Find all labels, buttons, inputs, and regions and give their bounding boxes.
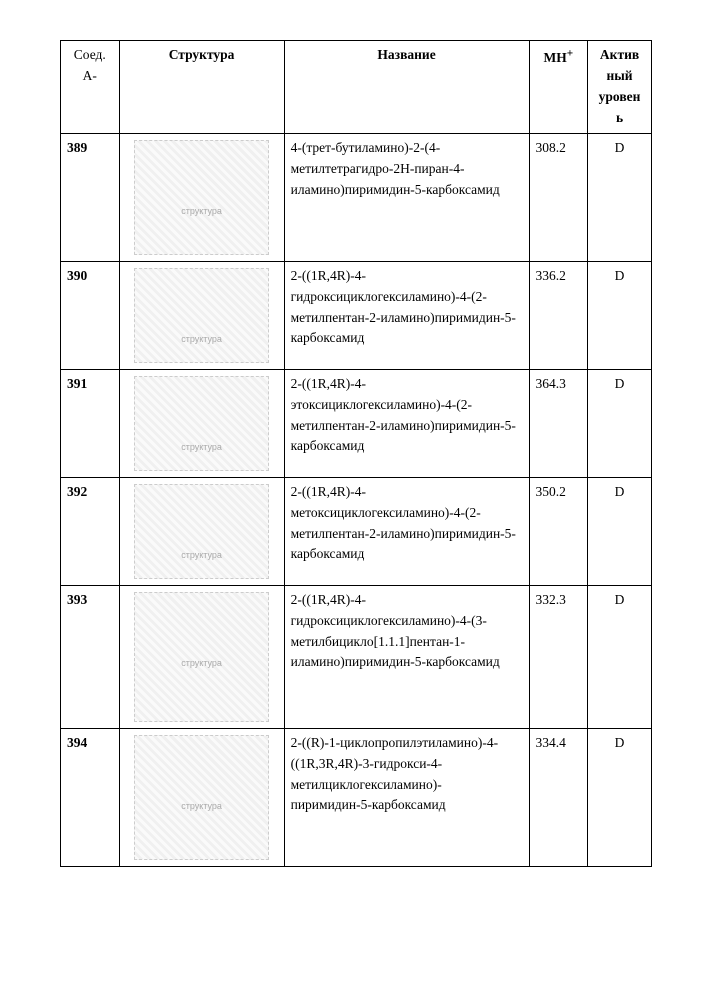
cell-name: 2-((R)-1-циклопропилэтиламино)-4-((1R,3R… xyxy=(284,728,529,866)
cell-structure: структура xyxy=(119,261,284,369)
structure-icon: структура xyxy=(134,376,269,471)
cell-structure: структура xyxy=(119,585,284,728)
col-activity-line3: уровен xyxy=(599,89,641,104)
cell-id: 394 xyxy=(61,728,120,866)
cell-activity: D xyxy=(588,477,652,585)
cell-structure: структура xyxy=(119,369,284,477)
cell-id: 389 xyxy=(61,133,120,261)
cell-mh: 332.3 xyxy=(529,585,588,728)
table-row: 392структура2-((1R,4R)-4-метоксициклогек… xyxy=(61,477,652,585)
table-row: 390структура2-((1R,4R)-4-гидроксициклоге… xyxy=(61,261,652,369)
table-header: Соед. А- Структура Название MH+ Актив ны… xyxy=(61,41,652,134)
cell-structure: структура xyxy=(119,728,284,866)
cell-activity: D xyxy=(588,585,652,728)
table-row: 393структура2-((1R,4R)-4-гидроксициклоге… xyxy=(61,585,652,728)
col-activity-line1: Актив xyxy=(600,47,639,62)
cell-activity: D xyxy=(588,369,652,477)
cell-activity: D xyxy=(588,261,652,369)
page: Соед. А- Структура Название MH+ Актив ны… xyxy=(0,0,707,907)
compound-table: Соед. А- Структура Название MH+ Актив ны… xyxy=(60,40,652,867)
cell-name: 4-(трет-бутиламино)-2-(4-метилтетрагидро… xyxy=(284,133,529,261)
cell-id: 390 xyxy=(61,261,120,369)
structure-icon: структура xyxy=(134,140,269,255)
cell-mh: 336.2 xyxy=(529,261,588,369)
cell-name: 2-((1R,4R)-4-гидроксициклогексиламино)-4… xyxy=(284,585,529,728)
cell-activity: D xyxy=(588,728,652,866)
cell-structure: структура xyxy=(119,133,284,261)
table-row: 391структура2-((1R,4R)-4-этоксициклогекс… xyxy=(61,369,652,477)
col-name-header: Название xyxy=(284,41,529,134)
col-struct-header: Структура xyxy=(119,41,284,134)
cell-mh: 308.2 xyxy=(529,133,588,261)
structure-icon: структура xyxy=(134,592,269,722)
col-mh-header-sup: + xyxy=(567,47,573,59)
cell-structure: структура xyxy=(119,477,284,585)
cell-activity: D xyxy=(588,133,652,261)
col-mh-header-text: MH xyxy=(543,50,566,65)
col-activity-header: Актив ный уровен ь xyxy=(588,41,652,134)
col-activity-line4: ь xyxy=(616,110,623,125)
structure-icon: структура xyxy=(134,484,269,579)
table-row: 394структура2-((R)-1-циклопропилэтиламин… xyxy=(61,728,652,866)
col-id-header-text: Соед. А- xyxy=(74,47,106,83)
header-row: Соед. А- Структура Название MH+ Актив ны… xyxy=(61,41,652,134)
col-id-header: Соед. А- xyxy=(61,41,120,134)
cell-id: 391 xyxy=(61,369,120,477)
cell-mh: 334.4 xyxy=(529,728,588,866)
cell-mh: 364.3 xyxy=(529,369,588,477)
cell-id: 392 xyxy=(61,477,120,585)
col-struct-header-text: Структура xyxy=(169,47,235,62)
col-activity-line2: ный xyxy=(606,68,632,83)
table-body: 389структура4-(трет-бутиламино)-2-(4-мет… xyxy=(61,133,652,866)
structure-icon: структура xyxy=(134,268,269,363)
cell-name: 2-((1R,4R)-4-этоксициклогексиламино)-4-(… xyxy=(284,369,529,477)
col-mh-header: MH+ xyxy=(529,41,588,134)
col-name-header-text: Название xyxy=(377,47,435,62)
cell-name: 2-((1R,4R)-4-метоксициклогексиламино)-4-… xyxy=(284,477,529,585)
table-row: 389структура4-(трет-бутиламино)-2-(4-мет… xyxy=(61,133,652,261)
cell-mh: 350.2 xyxy=(529,477,588,585)
cell-id: 393 xyxy=(61,585,120,728)
cell-name: 2-((1R,4R)-4-гидроксициклогексиламино)-4… xyxy=(284,261,529,369)
structure-icon: структура xyxy=(134,735,269,860)
